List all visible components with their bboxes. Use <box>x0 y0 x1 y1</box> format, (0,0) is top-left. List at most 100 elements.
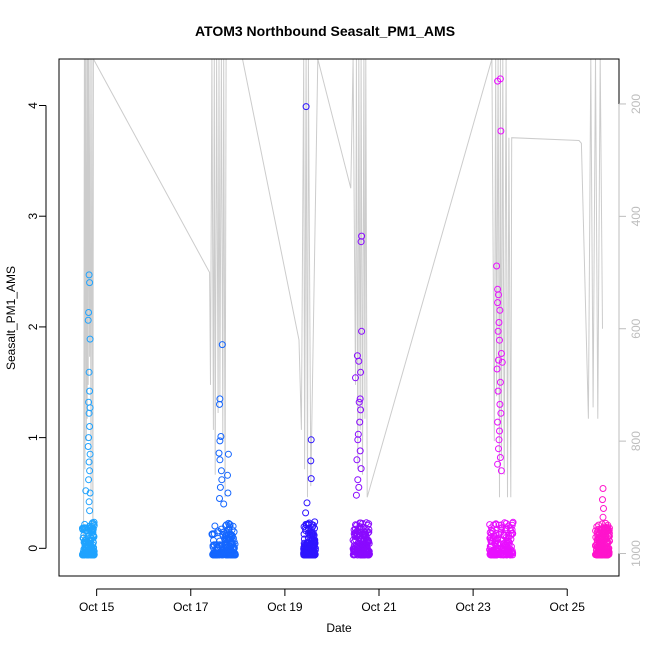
x-tick-label: Oct 23 <box>455 600 491 614</box>
data-point <box>495 445 502 453</box>
data-point <box>594 528 601 536</box>
data-point <box>216 456 224 464</box>
data-point <box>355 398 363 406</box>
data-point <box>352 491 360 499</box>
data-point <box>84 316 92 324</box>
data-point <box>495 356 502 364</box>
data-point <box>497 521 505 529</box>
data-point <box>355 483 363 491</box>
data-point <box>498 358 506 366</box>
data-point <box>600 524 608 532</box>
data-point <box>509 530 517 538</box>
data-point <box>85 458 93 466</box>
data-point <box>598 520 606 528</box>
y-right-tick-label: 400 <box>629 206 643 226</box>
data-point <box>493 365 501 373</box>
data-point <box>353 531 361 539</box>
data-point <box>599 485 607 492</box>
data-point <box>218 541 225 549</box>
data-point <box>89 531 97 539</box>
x-tick-label: Oct 21 <box>361 600 397 614</box>
data-point <box>224 489 232 497</box>
data-point <box>352 521 359 529</box>
data-point <box>84 443 92 450</box>
y-tick-label: 1 <box>26 434 40 441</box>
data-point <box>304 542 312 550</box>
data-point <box>505 541 513 549</box>
altitude-line <box>83 59 603 554</box>
data-point <box>353 456 361 464</box>
data-point <box>86 423 94 430</box>
data-point <box>85 271 93 279</box>
series-4 <box>349 232 373 559</box>
data-point <box>86 450 94 458</box>
series-2 <box>208 341 239 559</box>
data-point <box>86 507 94 515</box>
data-point <box>351 533 359 540</box>
series-5 <box>486 75 517 559</box>
data-point <box>500 531 508 539</box>
data-point <box>602 532 610 540</box>
data-point <box>85 476 93 484</box>
series-1 <box>79 271 98 559</box>
data-point <box>211 522 219 530</box>
data-point <box>494 418 502 426</box>
data-point <box>357 465 365 473</box>
data-point <box>216 483 224 491</box>
plot-frame <box>58 58 620 577</box>
data-point <box>305 521 313 529</box>
data-point <box>364 521 372 529</box>
y-axis-right: 200 400 600 800 1000 <box>618 94 643 567</box>
data-point <box>494 327 502 335</box>
data-point <box>86 467 94 475</box>
data-point <box>490 521 498 529</box>
data-point <box>496 336 503 344</box>
data-point <box>82 487 90 495</box>
data-point <box>599 513 607 521</box>
data-point <box>356 447 364 455</box>
data-point <box>505 550 513 558</box>
chart-title: ATOM3 Northbound Seasalt_PM1_AMS <box>195 23 455 39</box>
data-point <box>599 496 606 504</box>
data-point <box>493 262 501 270</box>
data-point <box>494 387 502 395</box>
data-point <box>507 531 515 539</box>
data-point <box>83 539 90 547</box>
data-point <box>302 509 310 517</box>
data-point <box>83 551 91 559</box>
data-point <box>497 350 505 357</box>
data-point <box>86 537 94 545</box>
data-point <box>599 538 606 545</box>
data-point <box>605 526 613 534</box>
data-point <box>502 520 510 527</box>
data-point <box>600 505 607 512</box>
data-point <box>494 77 502 85</box>
y-tick-label: 3 <box>26 213 40 220</box>
data-point <box>215 449 223 457</box>
data-point <box>302 103 310 111</box>
data-point <box>85 309 93 316</box>
data-point <box>492 529 500 537</box>
data-point <box>303 499 311 507</box>
data-point <box>218 341 226 349</box>
data-point <box>300 523 308 531</box>
y-right-tick-label: 1000 <box>629 540 643 567</box>
x-tick-label: Oct 17 <box>173 600 209 614</box>
data-point <box>86 335 94 343</box>
data-points-layer <box>79 75 613 559</box>
data-point <box>350 538 358 546</box>
data-point <box>494 299 502 307</box>
data-point <box>355 357 363 365</box>
data-point <box>359 550 367 558</box>
data-point <box>486 534 494 542</box>
data-point <box>360 541 368 549</box>
data-point <box>86 279 94 287</box>
data-point <box>507 546 514 553</box>
data-point <box>356 395 364 403</box>
x-tick-label: Oct 15 <box>79 600 115 614</box>
data-point <box>496 454 504 461</box>
data-point <box>500 547 508 555</box>
data-point <box>307 436 315 444</box>
data-point <box>487 538 495 546</box>
